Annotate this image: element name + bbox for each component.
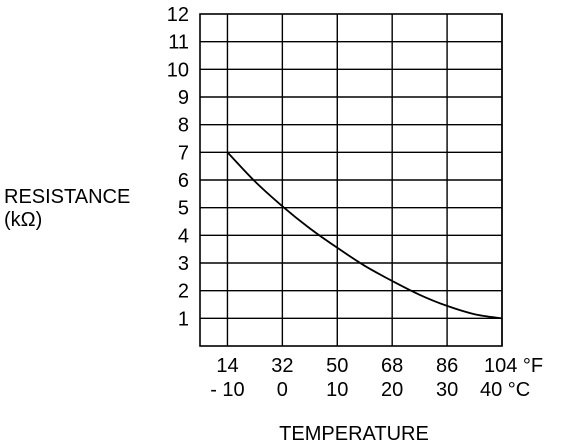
x-tick-label-c: 20 xyxy=(381,379,403,401)
y-tick-label: 5 xyxy=(178,198,189,220)
y-tick-label: 10 xyxy=(167,59,189,81)
y-axis-title-line2: (kΩ) xyxy=(4,209,42,231)
grid xyxy=(200,14,503,346)
y-tick-label: 4 xyxy=(178,225,189,247)
y-axis-title-line1: RESISTANCE xyxy=(4,186,130,208)
x-tick-label-f: 14 xyxy=(216,355,238,377)
plot-frame xyxy=(199,13,503,347)
y-tick-label: 9 xyxy=(178,87,189,109)
x-tick-label-c: - 10 xyxy=(210,379,244,401)
x-axis-title: TEMPERATURE xyxy=(279,423,429,445)
y-tick-label: 3 xyxy=(178,253,189,275)
y-tick-label: 12 xyxy=(167,4,189,26)
x-tick-label-c: 0 xyxy=(277,379,288,401)
y-tick-label: 7 xyxy=(178,142,189,164)
x-tick-label-c: 40 °C xyxy=(480,379,530,401)
x-tick-label-c: 30 xyxy=(436,379,458,401)
x-tick-label-f: 32 xyxy=(271,355,293,377)
y-tick-label: 6 xyxy=(178,170,189,192)
x-tick-label-f: 104 °F xyxy=(484,355,543,377)
y-tick-label: 11 xyxy=(168,32,189,54)
x-tick-label-c: 10 xyxy=(326,379,348,401)
x-tick-label-f: 68 xyxy=(381,355,403,377)
x-tick-label-f: 86 xyxy=(436,355,458,377)
y-tick-label: 1 xyxy=(178,308,189,330)
y-tick-label: 8 xyxy=(178,115,189,137)
x-tick-label-f: 50 xyxy=(326,355,348,377)
y-tick-label: 2 xyxy=(178,281,189,303)
series-line xyxy=(226,151,503,320)
